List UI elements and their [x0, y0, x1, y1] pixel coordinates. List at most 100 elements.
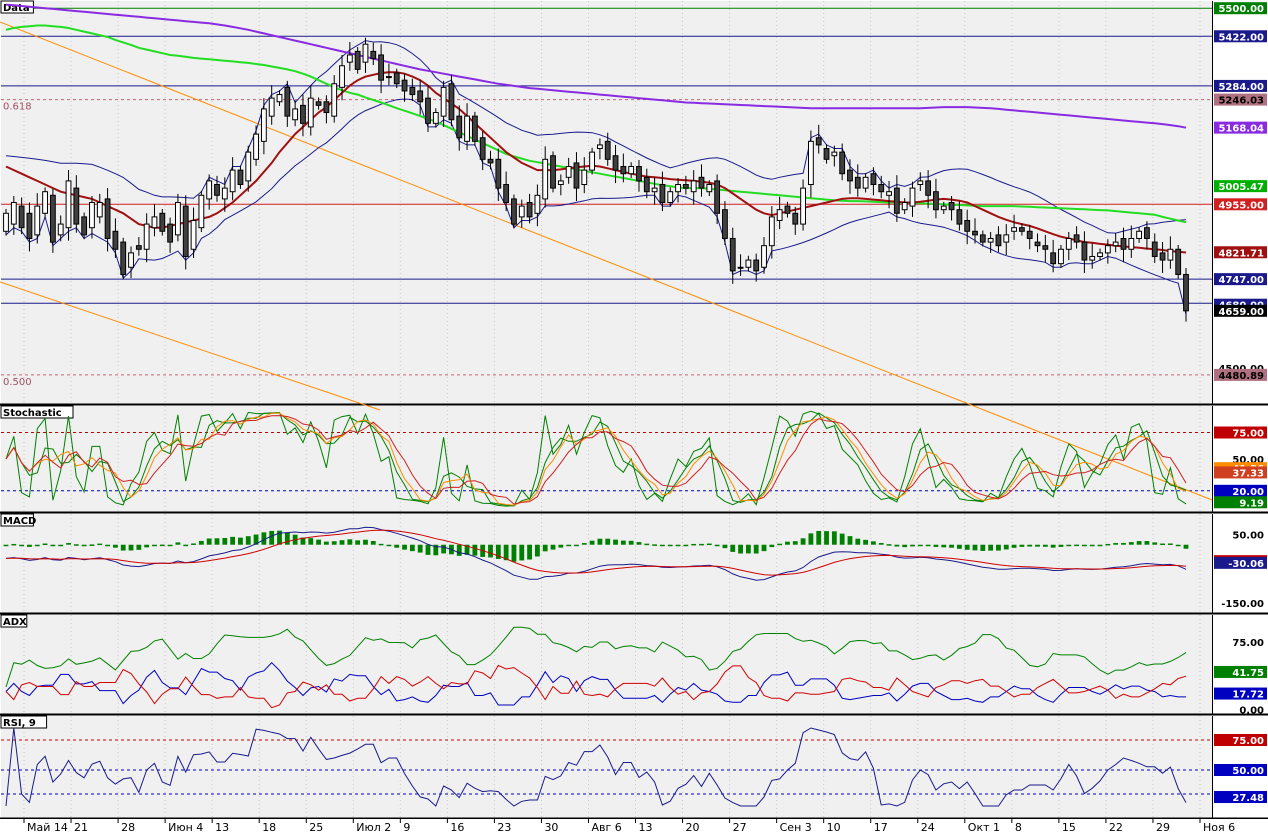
candle [425, 85, 431, 132]
candle [807, 130, 814, 198]
candle-body [768, 216, 775, 247]
macd-histogram-bar [800, 538, 806, 545]
macd-histogram-bar [652, 544, 658, 546]
candle-body [870, 173, 877, 186]
macd-histogram-bar [1019, 544, 1025, 547]
candle [534, 184, 541, 227]
macd-histogram-bar [699, 543, 704, 546]
macd-histogram-bar [331, 541, 337, 545]
macd-histogram-bar [636, 542, 642, 545]
candle [440, 80, 447, 127]
candle [339, 54, 345, 101]
candle-body [620, 166, 627, 175]
candle [300, 94, 306, 137]
candle-body [26, 212, 33, 239]
candle-body [604, 140, 611, 160]
macd-histogram-bar [980, 544, 986, 551]
candle [479, 131, 486, 171]
candle-body [565, 166, 572, 178]
candle-body [495, 158, 502, 189]
pane-title-label: RSI, 9 [3, 718, 36, 729]
candle [675, 178, 681, 203]
price-value-tag: 4821.71 [1214, 246, 1267, 259]
macd-histogram-bar [949, 544, 954, 548]
macd-histogram-bar [910, 544, 915, 547]
candle-body [1136, 230, 1143, 239]
candle-body [722, 209, 728, 239]
price-value-tag: 4955.00 [1214, 198, 1267, 211]
candle [362, 37, 369, 73]
value-tag-label: 5500.00 [1218, 4, 1264, 15]
macd-histogram-bar [534, 544, 540, 557]
candle-body [245, 151, 252, 182]
candle [972, 218, 978, 244]
candle [597, 138, 603, 160]
candle-body [206, 180, 213, 200]
macd-histogram-bar [417, 544, 423, 553]
candle [745, 255, 752, 272]
trendline-lower [0, 281, 381, 411]
candle-body [909, 187, 916, 207]
stochastic-d-line [5, 412, 1187, 506]
candle [1073, 226, 1080, 249]
macd-histogram-bar [456, 544, 462, 556]
candle-body [440, 86, 447, 117]
fib-level-label: 0.618 [3, 102, 32, 113]
candle-body [1167, 248, 1174, 261]
candle [550, 151, 556, 193]
candle-body [268, 97, 275, 117]
candle [1058, 244, 1064, 268]
candle [628, 162, 635, 179]
candle-body [386, 76, 392, 79]
macd-histogram-bar [11, 543, 17, 546]
candle-body [839, 151, 846, 175]
candle-body [89, 202, 95, 229]
candle-body [534, 194, 541, 214]
macd-histogram-bar [1089, 544, 1095, 547]
stochastic-title: Stochastic [0, 405, 74, 419]
candle [487, 150, 494, 170]
candle [1120, 227, 1127, 263]
candle [753, 253, 760, 282]
candle-body [229, 169, 236, 193]
candle [925, 170, 932, 209]
value-tag-background [1214, 791, 1267, 804]
candle-body [339, 65, 345, 88]
candle [511, 194, 517, 229]
macd-histogram-bar [378, 543, 384, 546]
candle [823, 144, 830, 164]
candle [354, 47, 361, 74]
macd-histogram-bar [472, 544, 478, 556]
macd-histogram-bar [1167, 543, 1173, 545]
macd-histogram-bar [238, 537, 243, 545]
candle [565, 157, 572, 184]
candle-body [18, 205, 25, 229]
candle-body [260, 108, 267, 142]
macd-histogram-bar [269, 530, 275, 545]
x-axis-tick-label: 28 [121, 821, 135, 834]
candle [893, 175, 900, 222]
stochastic-value-tag: 9.19 [1214, 496, 1267, 509]
macd-histogram-bar [1003, 544, 1009, 550]
candle [792, 206, 799, 235]
value-tag-background [1214, 79, 1267, 92]
candle-body [1065, 237, 1072, 250]
macd-histogram-bar [886, 544, 892, 546]
candle-body [1034, 241, 1041, 247]
x-axis-tick-label: 9 [403, 821, 410, 834]
candle-body [511, 198, 517, 225]
candle [651, 177, 658, 205]
candle [1151, 233, 1158, 263]
candle-body [886, 191, 892, 196]
candle [386, 63, 392, 86]
macd-histogram-bar [738, 544, 743, 554]
macd-histogram-bar [277, 530, 282, 545]
macd-histogram-bar [128, 544, 134, 551]
macd-histogram-bar [574, 544, 579, 547]
value-tag-label: 75.00 [1232, 429, 1264, 440]
x-axis-tick-label: 13 [215, 821, 229, 834]
price-value-tag: 4747.00 [1214, 273, 1267, 286]
pane-title-box [0, 614, 28, 628]
candle [886, 180, 892, 209]
